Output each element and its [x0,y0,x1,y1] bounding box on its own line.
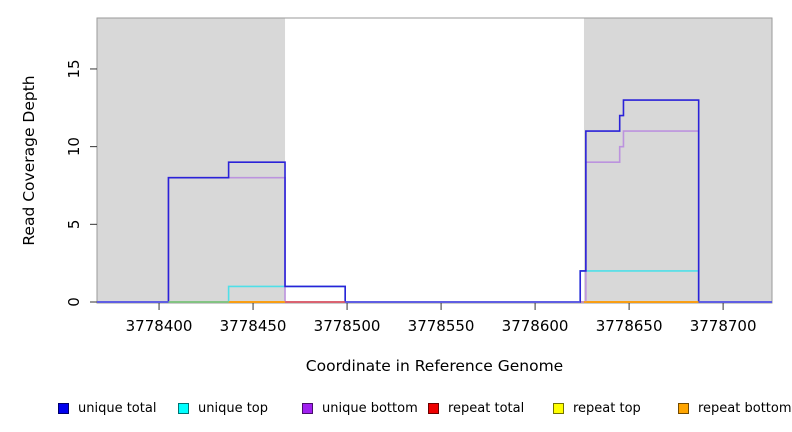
y-tick-label: 5 [65,220,83,230]
legend-label: unique top [198,401,269,416]
legend-swatch-icon [678,403,689,414]
legend-label: repeat bottom [698,401,792,416]
plot-frame [96,17,773,304]
masked-region [97,18,286,303]
x-tick-label: 3778450 [220,317,287,335]
x-tick-label: 3778500 [314,317,381,335]
legend: unique total unique top unique bottom repea… [0,398,792,424]
x-tick-label: 3778700 [690,317,757,335]
legend-label: repeat total [448,401,525,416]
legend-swatch-icon [428,403,439,414]
legend-swatch-icon [178,403,189,414]
x-tick-label: 3778600 [502,317,569,335]
legend-label: repeat top [573,401,641,416]
x-tick-label: 3778400 [126,317,193,335]
legend-item-unique-top: unique top [178,398,268,420]
y-axis-title: Read Coverage Depth [20,75,38,246]
series-line-unique-total [97,99,772,303]
legend-item-repeat-top: repeat top [553,398,641,420]
legend-swatch-icon [553,403,564,414]
legend-swatch-icon [302,403,313,414]
y-tick-label: 10 [65,137,83,156]
x-axis-title: Coordinate in Reference Genome [305,357,564,375]
legend-label: unique total [78,401,157,416]
masked-region [583,18,772,303]
legend-item-unique-bottom: unique bottom [302,398,418,420]
y-tick-label: 0 [65,297,83,307]
legend-item-unique-total: unique total [58,398,156,420]
legend-item-repeat-bottom: repeat bottom [678,398,792,420]
x-tick-label: 3778550 [408,317,475,335]
legend-item-repeat-total: repeat total [428,398,524,420]
legend-swatch-icon [58,403,69,414]
legend-label: unique bottom [322,401,418,416]
x-tick-label: 3778650 [596,317,663,335]
y-tick-label: 15 [65,59,83,78]
